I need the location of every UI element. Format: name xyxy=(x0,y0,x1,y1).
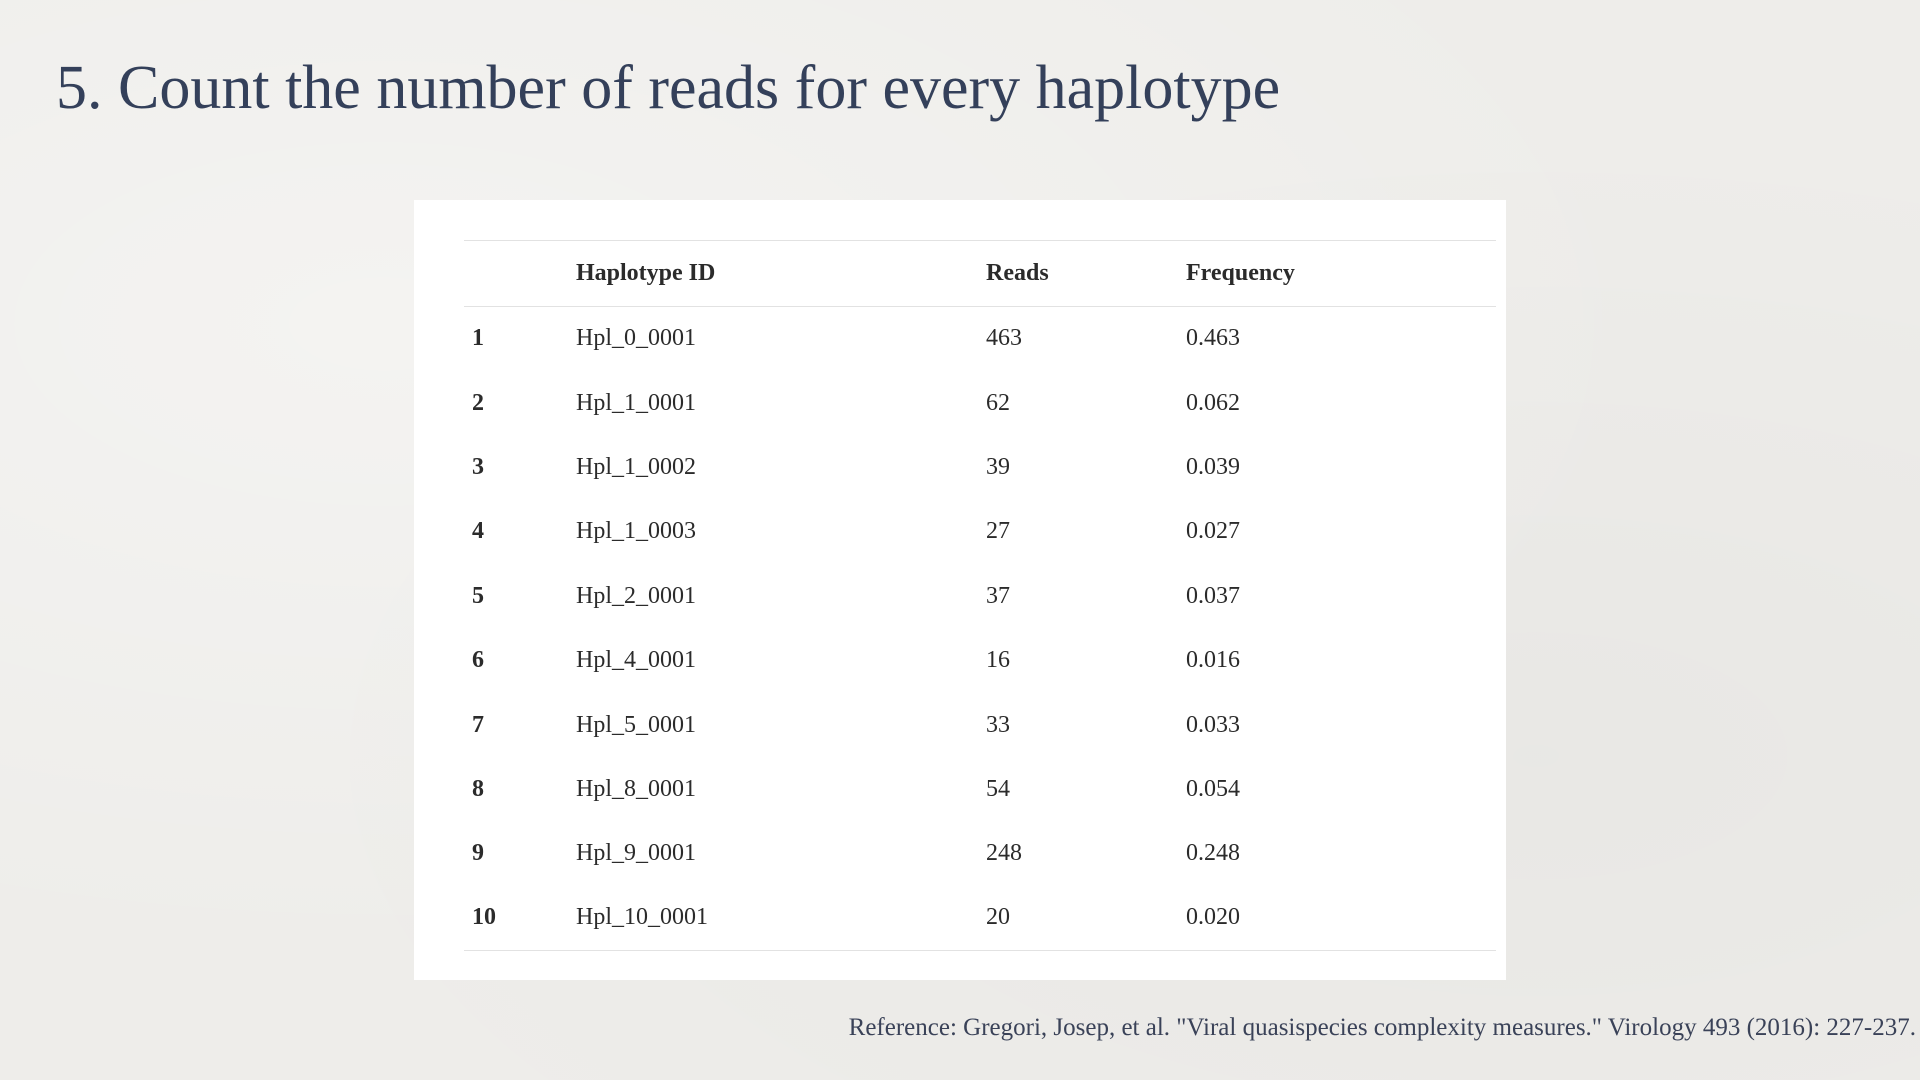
row-haplotype-id: Hpl_2_0001 xyxy=(576,582,696,609)
row-haplotype-id: Hpl_0_0001 xyxy=(576,325,696,352)
table-row: 2 Hpl_1_0001 62 0.062 xyxy=(464,371,1496,435)
row-reads: 39 xyxy=(986,453,1010,480)
haplotype-table-card: Haplotype ID Reads Frequency 1 Hpl_0_000… xyxy=(414,200,1506,980)
header-index xyxy=(464,241,576,307)
table-row: 3 Hpl_1_0002 39 0.039 xyxy=(464,435,1496,499)
table-header: Haplotype ID Reads Frequency xyxy=(464,240,1496,307)
row-frequency: 0.039 xyxy=(1186,453,1240,480)
row-frequency: 0.463 xyxy=(1186,325,1240,352)
table-row: 5 Hpl_2_0001 37 0.037 xyxy=(464,564,1496,628)
row-haplotype-id: Hpl_10_0001 xyxy=(576,904,708,931)
row-reads: 20 xyxy=(986,904,1010,931)
header-reads: Reads xyxy=(986,260,1049,286)
row-reads: 62 xyxy=(986,389,1010,416)
row-frequency: 0.020 xyxy=(1186,904,1240,931)
row-frequency: 0.033 xyxy=(1186,711,1240,738)
row-reads: 37 xyxy=(986,582,1010,609)
row-haplotype-id: Hpl_1_0002 xyxy=(576,453,696,480)
row-frequency: 0.054 xyxy=(1186,775,1240,802)
row-haplotype-id: Hpl_1_0001 xyxy=(576,389,696,416)
row-haplotype-id: Hpl_1_0003 xyxy=(576,518,696,545)
table-row: 8 Hpl_8_0001 54 0.054 xyxy=(464,757,1496,821)
row-frequency: 0.016 xyxy=(1186,647,1240,674)
row-haplotype-id: Hpl_4_0001 xyxy=(576,647,696,674)
table-row: 4 Hpl_1_0003 27 0.027 xyxy=(464,500,1496,564)
row-frequency: 0.037 xyxy=(1186,582,1240,609)
row-reads: 33 xyxy=(986,711,1010,738)
table-row: 1 Hpl_0_0001 463 0.463 xyxy=(464,307,1496,371)
row-frequency: 0.248 xyxy=(1186,840,1240,867)
row-haplotype-id: Hpl_5_0001 xyxy=(576,711,696,738)
row-haplotype-id: Hpl_9_0001 xyxy=(576,840,696,867)
header-frequency: Frequency xyxy=(1186,260,1295,286)
row-frequency: 0.027 xyxy=(1186,518,1240,545)
row-index: 7 xyxy=(472,711,484,738)
row-reads: 463 xyxy=(986,325,1022,352)
row-frequency: 0.062 xyxy=(1186,389,1240,416)
row-index: 3 xyxy=(472,453,484,480)
table-row: 7 Hpl_5_0001 33 0.033 xyxy=(464,693,1496,757)
row-index: 1 xyxy=(472,325,484,352)
row-reads: 27 xyxy=(986,518,1010,545)
table-row: 10 Hpl_10_0001 20 0.020 xyxy=(464,886,1496,951)
row-index: 8 xyxy=(472,775,484,802)
row-haplotype-id: Hpl_8_0001 xyxy=(576,775,696,802)
header-haplotype-id: Haplotype ID xyxy=(576,260,716,286)
row-reads: 248 xyxy=(986,840,1022,867)
haplotype-table: Haplotype ID Reads Frequency 1 Hpl_0_000… xyxy=(464,240,1496,951)
reference-citation: Reference: Gregori, Josep, et al. "Viral… xyxy=(848,1014,1916,1041)
row-index: 4 xyxy=(472,518,484,545)
row-index: 10 xyxy=(472,904,496,931)
row-index: 2 xyxy=(472,389,484,416)
slide-title: 5. Count the number of reads for every h… xyxy=(56,54,1281,122)
table-row: 6 Hpl_4_0001 16 0.016 xyxy=(464,628,1496,692)
row-reads: 54 xyxy=(986,775,1010,802)
table-body: 1 Hpl_0_0001 463 0.463 2 Hpl_1_0001 62 0… xyxy=(464,307,1496,951)
table-header-row: Haplotype ID Reads Frequency xyxy=(464,240,1496,307)
table-row: 9 Hpl_9_0001 248 0.248 xyxy=(464,822,1496,886)
row-index: 5 xyxy=(472,582,484,609)
row-index: 9 xyxy=(472,840,484,867)
row-index: 6 xyxy=(472,647,484,674)
row-reads: 16 xyxy=(986,647,1010,674)
